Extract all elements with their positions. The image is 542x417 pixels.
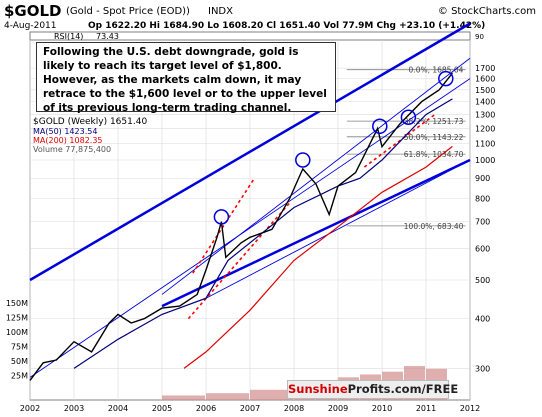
ma200-group	[183, 145, 453, 369]
legend-title: $GOLD (Weekly) 1651.40	[33, 117, 147, 127]
rsi-label: RSI(14)	[54, 32, 83, 41]
fib-label-2: 50.0%, 1143.22	[404, 133, 464, 142]
volume-tick-0: 150M	[6, 299, 28, 308]
volume-tick-1: 125M	[6, 314, 28, 323]
y-tick-1600: 1600	[475, 75, 495, 84]
y-tick-700: 700	[475, 218, 490, 227]
price-line	[29, 72, 453, 381]
volume-tick-2: 100M	[6, 328, 28, 337]
ma50-group	[73, 98, 453, 369]
volume-tick-5: 25M	[11, 372, 28, 381]
watermark-part2: Profits.com/FREE	[347, 382, 459, 396]
y-tick-1300: 1300	[475, 111, 495, 120]
x-tick-2009: 2009	[328, 404, 348, 413]
legend-volume: Volume 77,875,400	[33, 145, 111, 154]
ma200-line	[183, 145, 453, 369]
legend: $GOLD (Weekly) 1651.40 MA(50) 1423.54 MA…	[33, 117, 147, 154]
channel-line-0	[29, 22, 471, 282]
channel-line-4	[205, 159, 471, 299]
chart-description: (Gold - Spot Price (EOD))	[66, 6, 190, 17]
highlight-circle-3	[400, 109, 417, 126]
highlight-circle-1	[295, 152, 311, 168]
channel-line-3	[161, 57, 471, 295]
annotation-box: Following the U.S. debt downgrade, gold …	[36, 42, 336, 114]
x-tick-2003: 2003	[64, 404, 84, 413]
y-tick-1200: 1200	[475, 124, 495, 133]
fib-label-0: 0.0%, 1685.04	[409, 66, 464, 75]
channel-line-1	[161, 158, 471, 308]
dashed-line-2	[363, 113, 436, 168]
chart-exchange: INDX	[208, 6, 233, 17]
highlight-circle-0	[213, 209, 230, 225]
y-tick-1700: 1700	[475, 64, 495, 73]
x-tick-2010: 2010	[372, 404, 392, 413]
y-tick-1400: 1400	[475, 98, 495, 107]
x-tick-2012: 2012	[460, 404, 480, 413]
y-tick-300: 300	[475, 364, 490, 373]
highlight-circle-2	[372, 118, 388, 135]
legend-ma50: MA(50) 1423.54	[33, 127, 97, 136]
fib-label-1: 38.2%, 1251.73	[404, 117, 464, 126]
fib-label-3: 61.8%, 1034.70	[404, 150, 464, 159]
y-tick-400: 400	[475, 315, 490, 324]
y-tick-800: 800	[475, 195, 490, 204]
highlight-circle-4	[438, 70, 454, 87]
x-axis: 2002 2003 2004 2005 2006 2007 2008 2009 2010 2011…	[20, 404, 480, 413]
y-tick-600: 600	[475, 244, 490, 253]
dashed-line-0	[192, 177, 256, 274]
volume-axis: 150M 125M 100M 75M 50M 25M	[6, 299, 28, 381]
x-tick-2004: 2004	[108, 404, 128, 413]
watermark-part1: Sunshine	[288, 382, 348, 396]
watermark: SunshineProfits.com/FREE	[287, 380, 458, 399]
fibonacci-lines: 0.0%, 1685.04 38.2%, 1251.73 50.0%, 1143.2…	[346, 66, 466, 231]
x-tick-2007: 2007	[240, 404, 260, 413]
volume-tick-4: 50M	[11, 357, 28, 366]
dashed-line-1	[187, 202, 291, 320]
ma50-line	[73, 98, 453, 369]
y-tick-900: 900	[475, 174, 490, 183]
rsi-axis: 9070503010	[475, 33, 484, 41]
price-group	[29, 72, 453, 381]
y-axis: 300 400 500 600 700 800 900 1000 1100 1200 1300 140…	[475, 64, 495, 373]
volume-bar-1	[206, 393, 249, 400]
legend-ma200: MA(200) 1082.35	[33, 136, 103, 145]
x-tick-2002: 2002	[20, 404, 40, 413]
y-tick-500: 500	[475, 276, 490, 285]
x-tick-2006: 2006	[196, 404, 216, 413]
x-tick-2005: 2005	[152, 404, 172, 413]
rsi-value: 73.43	[96, 32, 119, 41]
y-tick-1000: 1000	[475, 156, 495, 165]
x-tick-2008: 2008	[284, 404, 304, 413]
y-tick-1100: 1100	[475, 139, 495, 148]
dashed-trend-lines	[187, 113, 436, 320]
chart-symbol: $GOLD	[4, 2, 62, 20]
chart-source: © StockCharts.com	[438, 6, 536, 17]
fib-label-4: 100.0%, 683.40	[404, 222, 464, 231]
volume-tick-3: 75M	[11, 343, 28, 352]
volume-bar-2	[250, 389, 293, 400]
volume-bar-0	[162, 395, 205, 400]
x-tick-2011: 2011	[416, 404, 436, 413]
y-tick-1500: 1500	[475, 86, 495, 95]
highlight-circles	[213, 70, 454, 225]
chart-date: 4-Aug-2011	[4, 21, 57, 31]
rsi-tick-0: 90	[475, 33, 484, 41]
chart-quote: Op 1622.20 Hi 1684.90 Lo 1608.20 Cl 1651…	[88, 21, 485, 31]
